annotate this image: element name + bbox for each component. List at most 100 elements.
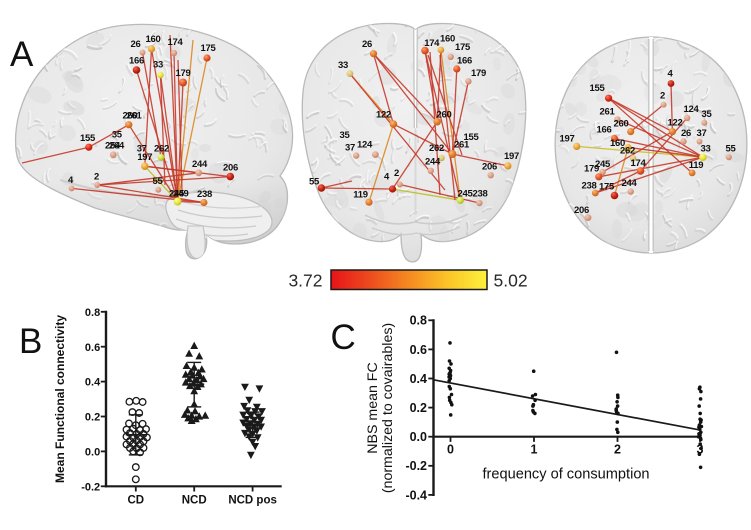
svg-text:122: 122 <box>376 110 391 121</box>
svg-text:155: 155 <box>590 83 606 94</box>
svg-text:175: 175 <box>455 42 471 53</box>
svg-text:197: 197 <box>504 151 519 162</box>
svg-text:261: 261 <box>454 140 470 151</box>
svg-text:35: 35 <box>340 130 351 141</box>
svg-text:254: 254 <box>105 141 121 152</box>
svg-text:5.02: 5.02 <box>494 271 528 291</box>
svg-text:frequency of consumption: frequency of consumption <box>482 467 649 483</box>
svg-text:249: 249 <box>174 189 189 200</box>
svg-text:55: 55 <box>726 144 737 155</box>
svg-text:26: 26 <box>362 39 372 50</box>
svg-text:37: 37 <box>697 128 707 139</box>
svg-text:26: 26 <box>681 128 691 139</box>
svg-text:174: 174 <box>168 37 184 48</box>
svg-text:NBS mean FC: NBS mean FC <box>365 362 381 453</box>
svg-text:206: 206 <box>482 162 497 173</box>
svg-text:55: 55 <box>309 177 320 188</box>
svg-text:(normalized to covairables): (normalized to covairables) <box>380 323 396 493</box>
svg-text:245: 245 <box>595 159 611 170</box>
svg-text:NCD: NCD <box>182 495 207 507</box>
svg-text:262: 262 <box>620 146 635 157</box>
svg-text:0: 0 <box>447 443 454 457</box>
svg-text:261: 261 <box>600 107 616 118</box>
svg-text:244: 244 <box>622 178 638 189</box>
svg-text:197: 197 <box>137 152 152 163</box>
svg-text:37: 37 <box>345 143 355 154</box>
svg-text:0.4: 0.4 <box>85 377 101 389</box>
svg-text:119: 119 <box>353 190 367 201</box>
svg-text:160: 160 <box>610 138 625 149</box>
svg-text:244: 244 <box>425 157 441 168</box>
svg-text:35: 35 <box>702 109 713 120</box>
svg-text:0.4: 0.4 <box>410 372 427 386</box>
svg-text:179: 179 <box>176 68 191 79</box>
svg-text:238: 238 <box>197 189 212 200</box>
svg-text:238: 238 <box>582 181 597 192</box>
svg-text:B: B <box>19 322 42 361</box>
svg-text:A: A <box>10 35 34 74</box>
svg-text:33: 33 <box>338 60 348 71</box>
svg-text:206: 206 <box>223 163 238 174</box>
svg-text:166: 166 <box>597 125 612 136</box>
svg-text:0.2: 0.2 <box>85 412 100 424</box>
svg-text:245: 245 <box>169 189 185 200</box>
svg-text:37: 37 <box>137 144 147 155</box>
svg-text:122: 122 <box>668 118 683 129</box>
svg-text:179: 179 <box>471 68 486 79</box>
svg-text:3.72: 3.72 <box>288 271 322 291</box>
svg-text:-0.4: -0.4 <box>405 488 427 502</box>
svg-text:33: 33 <box>701 144 711 155</box>
svg-text:119: 119 <box>689 160 703 171</box>
svg-text:245: 245 <box>458 189 474 200</box>
svg-text:166: 166 <box>457 56 472 67</box>
svg-text:160: 160 <box>146 34 161 45</box>
svg-text:0.0: 0.0 <box>85 447 100 459</box>
svg-text:0.6: 0.6 <box>410 343 427 357</box>
svg-text:26: 26 <box>131 39 141 50</box>
svg-text:0.0: 0.0 <box>410 430 427 444</box>
svg-text:1: 1 <box>531 443 538 457</box>
svg-text:35: 35 <box>112 130 123 141</box>
svg-text:262: 262 <box>154 144 169 155</box>
svg-text:C: C <box>331 318 356 357</box>
svg-text:0.6: 0.6 <box>85 342 100 354</box>
svg-text:33: 33 <box>153 60 163 71</box>
svg-text:174: 174 <box>631 158 647 169</box>
svg-text:175: 175 <box>201 43 217 54</box>
svg-text:260: 260 <box>123 111 138 122</box>
svg-text:174: 174 <box>424 38 440 49</box>
svg-text:Mean Functional connectivity: Mean Functional connectivity <box>53 315 67 483</box>
svg-text:124: 124 <box>357 140 373 151</box>
svg-text:4: 4 <box>384 172 390 183</box>
svg-text:175: 175 <box>599 182 615 193</box>
svg-text:206: 206 <box>574 205 589 216</box>
svg-text:264: 264 <box>109 141 125 152</box>
svg-text:0.8: 0.8 <box>85 307 100 319</box>
svg-text:155: 155 <box>80 133 96 144</box>
svg-text:197: 197 <box>560 134 575 145</box>
svg-text:CD: CD <box>127 495 144 507</box>
svg-text:262: 262 <box>429 143 444 154</box>
svg-text:2: 2 <box>614 443 621 457</box>
svg-text:-0.2: -0.2 <box>405 459 427 473</box>
svg-text:238: 238 <box>473 189 488 200</box>
svg-text:166: 166 <box>129 56 144 67</box>
svg-text:2: 2 <box>94 172 99 183</box>
svg-text:261: 261 <box>127 111 143 122</box>
svg-text:2: 2 <box>394 168 399 179</box>
svg-text:260: 260 <box>614 119 629 130</box>
svg-text:0.2: 0.2 <box>410 401 427 415</box>
svg-text:179: 179 <box>584 164 599 175</box>
svg-text:2: 2 <box>660 91 665 102</box>
svg-text:124: 124 <box>684 104 700 115</box>
svg-text:NCD pos: NCD pos <box>228 495 277 507</box>
svg-text:55: 55 <box>153 176 164 187</box>
svg-text:244: 244 <box>192 159 208 170</box>
svg-text:-0.2: -0.2 <box>81 481 100 493</box>
svg-text:160: 160 <box>440 34 455 45</box>
svg-text:0.8: 0.8 <box>410 314 427 328</box>
svg-text:155: 155 <box>464 132 480 143</box>
svg-text:4: 4 <box>668 69 674 80</box>
svg-text:260: 260 <box>437 110 452 121</box>
svg-text:4: 4 <box>68 175 74 186</box>
